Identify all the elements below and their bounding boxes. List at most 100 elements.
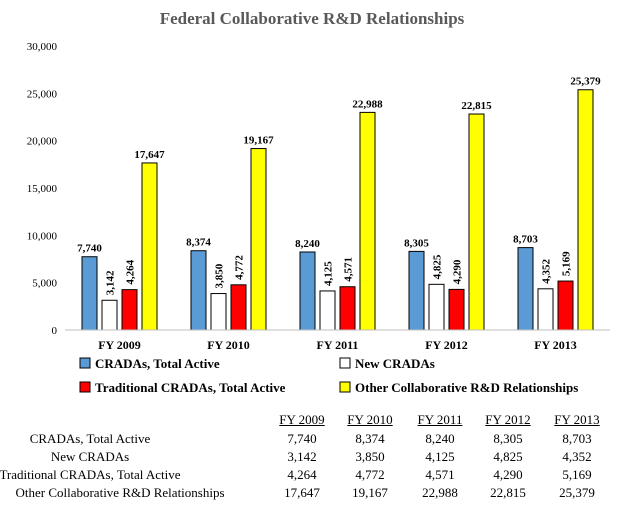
- bar: [319, 290, 336, 331]
- legend-swatch: [79, 357, 91, 369]
- x-tick-label: FY 2011: [317, 338, 359, 352]
- legend-swatch: [339, 357, 351, 369]
- bar: [577, 89, 594, 331]
- bar: [448, 288, 465, 331]
- legend-swatch: [339, 381, 351, 393]
- table-row: Other Collaborative R&D Relationships 17…: [0, 485, 625, 503]
- table-row: New CRADAs 3,142 3,850 4,125 4,825 4,352: [0, 449, 625, 467]
- legend: CRADAs, Total Active New CRADAs Traditiona…: [79, 356, 578, 395]
- table-cell: 4,290: [493, 467, 523, 482]
- data-label: 19,167: [243, 135, 274, 147]
- table-cell: 4,264: [287, 467, 317, 482]
- bar: [557, 280, 574, 331]
- data-label: 8,374: [186, 237, 211, 249]
- table-cell: 19,167: [352, 485, 388, 500]
- data-label: 7,740: [77, 243, 102, 255]
- legend-label: New CRADAs: [355, 356, 435, 371]
- table-header: FY 2012: [485, 412, 531, 427]
- bar: [81, 256, 98, 331]
- y-tick-label: 0: [52, 325, 58, 337]
- bar: [230, 284, 247, 331]
- row-label: Other Collaborative R&D Relationships: [15, 485, 225, 500]
- x-tick-label: FY 2013: [534, 338, 577, 352]
- y-tick-label: 30,000: [27, 41, 58, 53]
- table-cell: 8,240: [425, 431, 455, 446]
- table-header: FY 2011: [417, 412, 463, 427]
- table-row: CRADAs, Total Active 7,740 8,374 8,240 8…: [0, 431, 625, 449]
- data-label: 4,125: [323, 261, 335, 286]
- table-header-row: FY 2009 FY 2010 FY 2011 FY 2012 FY 2013: [0, 412, 625, 430]
- bar: [210, 293, 227, 331]
- data-label: 8,703: [513, 234, 538, 246]
- table-cell: 4,772: [355, 467, 385, 482]
- table-cell: 4,352: [562, 449, 592, 464]
- data-label: 3,850: [214, 263, 226, 288]
- bar: [517, 247, 534, 331]
- bar: [537, 288, 554, 331]
- table-cell: 5,169: [562, 467, 592, 482]
- bar: [339, 286, 356, 331]
- table-cell: 22,815: [490, 485, 526, 500]
- legend-label: Other Collaborative R&D Relationships: [355, 380, 578, 395]
- bars: 7,740 3,142 4,264 17,647 8,374 3,850 4,772 19,1…: [77, 76, 601, 331]
- bar: [468, 113, 485, 331]
- data-label: 8,240: [295, 238, 320, 250]
- y-tick-label: 10,000: [27, 230, 58, 242]
- data-label: 4,571: [343, 257, 355, 282]
- legend-label: Traditional CRADAs, Total Active: [95, 380, 286, 395]
- table-cell: 25,379: [559, 485, 595, 500]
- chart-title: Federal Collaborative R&D Relationships: [160, 9, 465, 28]
- data-label: 25,379: [570, 76, 601, 88]
- table-cell: 4,125: [425, 449, 455, 464]
- table-cell: 8,374: [355, 431, 385, 446]
- data-label: 17,647: [134, 149, 165, 161]
- table-cell: 8,305: [493, 431, 523, 446]
- y-tick-label: 25,000: [27, 88, 58, 100]
- data-label: 4,264: [125, 259, 137, 284]
- table-header: FY 2013: [554, 412, 600, 427]
- table-cell: 3,850: [355, 449, 385, 464]
- table-row: Traditional CRADAs, Total Active 4,264 4…: [0, 467, 625, 485]
- data-label: 4,825: [432, 254, 444, 279]
- bar: [250, 148, 267, 331]
- chart: Federal Collaborative R&D Relationships …: [27, 9, 610, 395]
- data-label: 5,169: [561, 251, 573, 276]
- table-cell: 3,142: [287, 449, 317, 464]
- bar: [141, 162, 158, 331]
- y-tick-label: 15,000: [27, 183, 58, 195]
- bar: [359, 111, 376, 331]
- x-tick-label: FY 2010: [207, 338, 250, 352]
- bar: [428, 283, 445, 331]
- y-tick-label: 5,000: [32, 278, 57, 290]
- table-cell: 8,703: [562, 431, 592, 446]
- row-label: New CRADAs: [50, 449, 130, 464]
- data-label: 4,352: [541, 259, 553, 284]
- x-tick-label: FY 2009: [98, 338, 141, 352]
- data-label: 22,815: [461, 100, 492, 112]
- table-cell: 4,825: [493, 449, 523, 464]
- legend-swatch: [79, 381, 91, 393]
- data-label: 4,290: [452, 259, 464, 284]
- row-label: Traditional CRADAs, Total Active: [0, 467, 181, 482]
- data-label: 3,142: [105, 270, 117, 295]
- table-cell: 17,647: [284, 485, 320, 500]
- bar: [190, 250, 207, 331]
- bar: [101, 299, 118, 331]
- row-label: CRADAs, Total Active: [29, 431, 151, 446]
- table-cell: 22,988: [422, 485, 458, 500]
- y-axis: 0 5,000 10,000 15,000 20,000 25,000 30,000: [27, 41, 58, 337]
- bar: [408, 250, 425, 331]
- data-label: 4,772: [234, 255, 246, 280]
- data-label: 22,988: [352, 98, 383, 110]
- table-cell: 7,740: [287, 431, 317, 446]
- table-header: FY 2009: [279, 412, 325, 427]
- x-axis: FY 2009 FY 2010 FY 2011 FY 2012 FY 2013: [65, 329, 610, 352]
- bar: [299, 251, 316, 331]
- table-cell: 4,571: [425, 467, 455, 482]
- bar: [121, 289, 138, 331]
- table-header: FY 2010: [347, 412, 393, 427]
- data-label: 8,305: [404, 237, 429, 249]
- legend-label: CRADAs, Total Active: [95, 356, 220, 371]
- y-tick-label: 20,000: [27, 136, 58, 148]
- x-tick-label: FY 2012: [425, 338, 468, 352]
